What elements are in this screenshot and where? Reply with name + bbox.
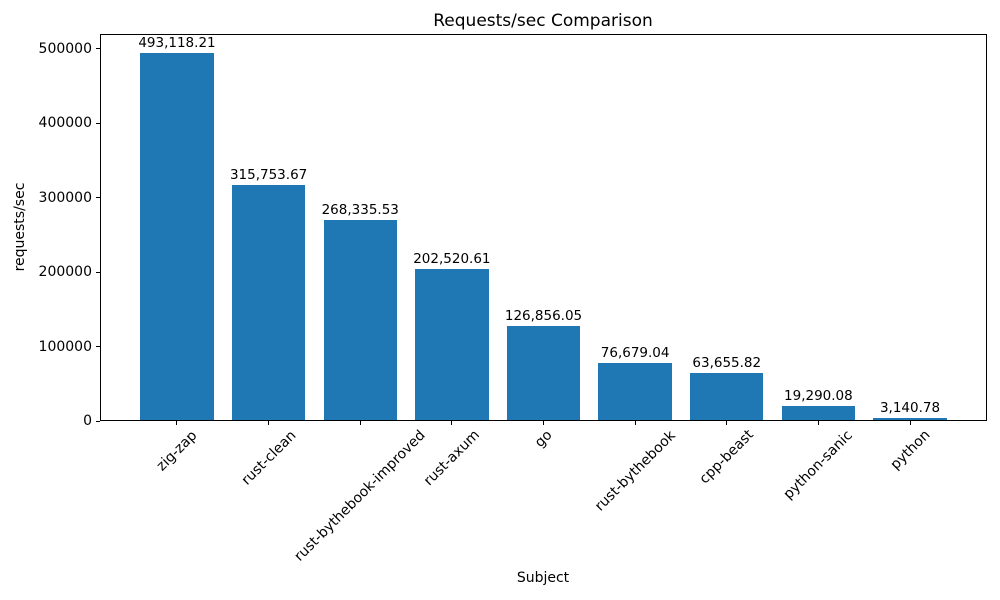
y-tick-label: 0 [83, 413, 92, 429]
bar-zig-zap [140, 53, 214, 420]
bar-python [873, 417, 947, 420]
y-tick-mark [96, 197, 100, 199]
y-tick-mark [96, 346, 100, 348]
y-tick-label: 400000 [38, 115, 92, 132]
bar-value-label: 126,856.05 [504, 307, 583, 324]
x-tick-mark [909, 421, 911, 425]
bar-value-label: 19,290.08 [784, 387, 853, 404]
bar-value-label: 202,520.61 [413, 251, 491, 268]
x-tick-mark [543, 421, 544, 425]
y-axis-title: requests/sec [12, 182, 28, 272]
x-tick-label: go [531, 427, 556, 451]
x-axis-title: Subject [516, 570, 570, 586]
y-tick-mark [96, 271, 100, 273]
x-tick-label: cpp-beast [696, 427, 758, 488]
y-tick-mark [96, 48, 100, 50]
bar-value-label: 63,655.82 [692, 354, 762, 371]
x-tick-mark [359, 421, 361, 425]
x-tick-label: rust-bythebook-improved [291, 427, 429, 565]
x-tick-mark [176, 421, 178, 425]
plot-area [100, 34, 987, 421]
bar-rust-bythebook-improved [323, 220, 397, 420]
bar-rust-clean [231, 185, 306, 420]
y-tick-label: 500000 [38, 40, 92, 57]
y-tick-label: 100000 [38, 338, 92, 355]
y-tick-label: 300000 [38, 189, 92, 206]
bar-value-label: 3,140.78 [879, 399, 941, 416]
x-tick-label: python [887, 427, 933, 474]
bar-python-sanic [781, 405, 856, 420]
bar-rust-axum [415, 269, 489, 420]
x-tick-mark [268, 421, 270, 425]
bar-value-label: 76,679.04 [600, 344, 670, 361]
x-tick-label: python-sanic [780, 427, 857, 503]
bar-rust-bythebook [598, 362, 672, 420]
x-tick-label: rust-bythebook [591, 427, 679, 515]
x-tick-mark [726, 421, 728, 425]
bar-cpp-beast [690, 372, 764, 420]
x-tick-mark [634, 421, 636, 425]
x-tick-mark [817, 421, 819, 425]
bar-value-label: 268,335.53 [321, 202, 399, 219]
y-tick-label: 200000 [38, 264, 92, 281]
x-tick-mark [451, 421, 453, 425]
bar-go [506, 325, 581, 420]
y-tick-mark [96, 420, 100, 422]
x-tick-label: zig-zap [153, 427, 201, 474]
y-tick-mark [96, 122, 100, 124]
chart-title: Requests/sec Comparison [433, 11, 653, 31]
bar-value-label: 315,753.67 [229, 167, 308, 183]
x-tick-label: rust-axum [420, 427, 483, 490]
bar-value-label: 493,118.21 [138, 35, 216, 51]
x-tick-label: rust-clean [238, 427, 300, 489]
